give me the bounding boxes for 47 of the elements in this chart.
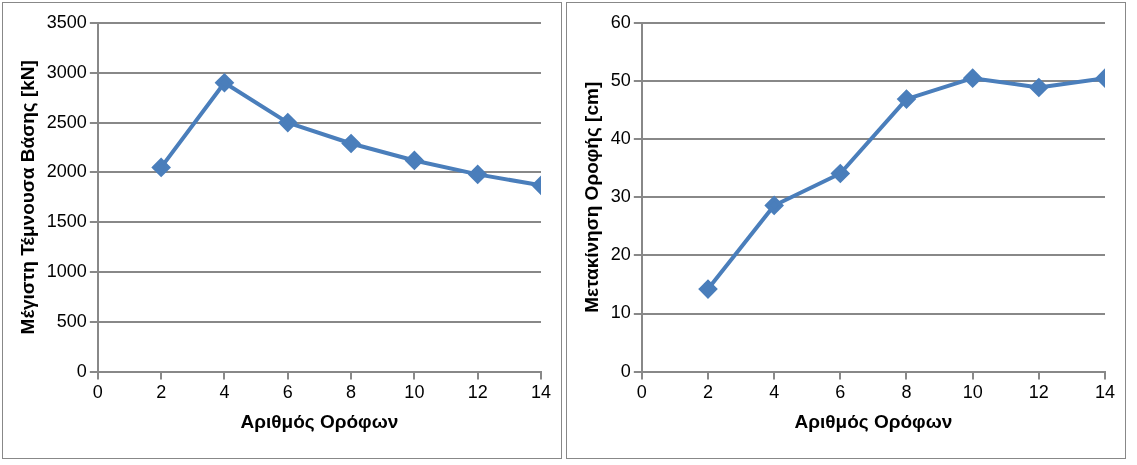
x-tick-label: 10 — [962, 382, 983, 403]
point — [152, 158, 171, 177]
point — [342, 134, 361, 153]
point — [468, 165, 487, 184]
point — [897, 90, 916, 109]
y-tick-label: 500 — [56, 310, 87, 331]
y-tick-label: 50 — [610, 70, 631, 91]
y-tick-label: 2000 — [46, 161, 87, 182]
point — [278, 113, 297, 132]
y-tick-label: 30 — [610, 186, 631, 207]
x-tick-label: 12 — [1028, 382, 1049, 403]
y-tick-label: 3500 — [46, 11, 87, 32]
y-axis-title: Μετακίνηση Οροφής [cm] — [580, 81, 602, 313]
y-tick-label: 1000 — [46, 260, 87, 281]
y-tick-label: 20 — [610, 244, 631, 265]
point — [1029, 78, 1048, 97]
y-axis-title: Μέγιστη Τέμνουσα Βάσης [kN] — [16, 60, 38, 335]
point — [405, 151, 424, 170]
x-tick-label: 6 — [282, 382, 293, 403]
x-axis-title: Αριθμός Ορόφων — [794, 410, 953, 432]
point — [831, 164, 850, 183]
x-tick-label: 6 — [835, 382, 846, 403]
y-tick-label: 0 — [620, 360, 631, 381]
point — [963, 69, 982, 88]
y-tick-label: 60 — [610, 11, 631, 32]
x-tick-label: 0 — [636, 382, 647, 403]
point — [698, 280, 717, 299]
y-tick-label: 2500 — [46, 111, 87, 132]
x-tick-label: 12 — [467, 382, 488, 403]
x-tick-label: 14 — [530, 382, 552, 403]
x-tick-label: 10 — [404, 382, 425, 403]
x-axis-title: Αριθμός Ορόφων — [240, 410, 399, 432]
point — [765, 196, 784, 215]
y-tick-label: 10 — [610, 302, 631, 323]
x-tick-label: 0 — [92, 382, 103, 403]
x-tick-label: 4 — [219, 382, 230, 403]
point — [215, 73, 234, 92]
x-tick-label: 8 — [901, 382, 912, 403]
x-tick-label: 2 — [702, 382, 713, 403]
y-tick-label: 0 — [76, 360, 87, 381]
x-tick-label: 2 — [156, 382, 167, 403]
y-tick-label: 3000 — [46, 61, 87, 82]
x-tick-label: 4 — [769, 382, 780, 403]
y-tick-label: 1500 — [46, 211, 87, 232]
y-tick-label: 40 — [610, 128, 631, 149]
x-tick-label: 8 — [346, 382, 357, 403]
x-tick-label: 14 — [1094, 382, 1116, 403]
